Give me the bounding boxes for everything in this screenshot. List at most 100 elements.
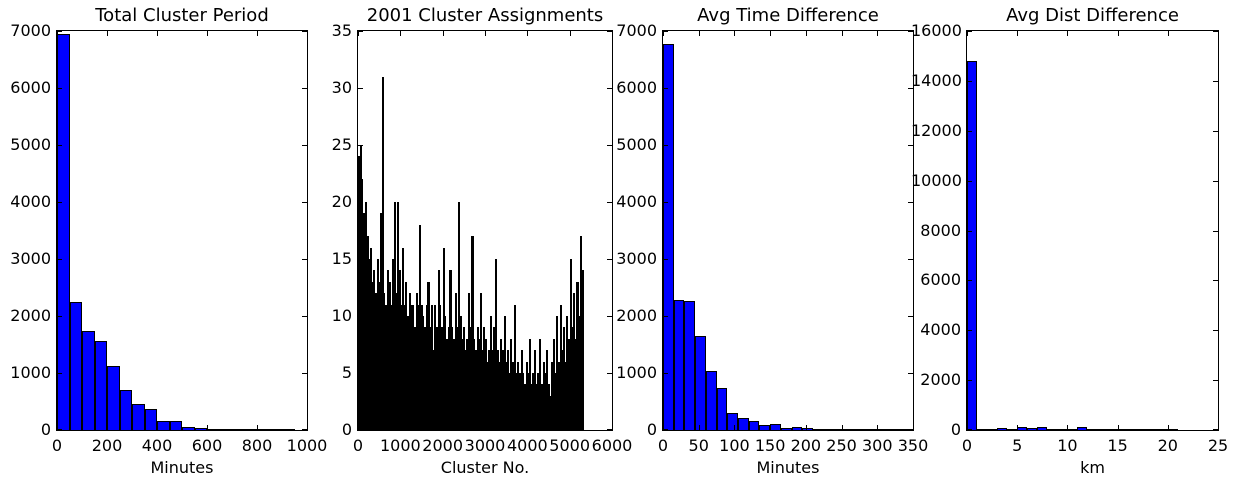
y-axis-tick [302,316,307,317]
y-axis-tick [57,145,62,146]
histogram-bar [512,361,515,430]
x-axis-tick [770,425,772,430]
histogram-bar [673,300,685,430]
x-axis-tick [1017,425,1019,430]
y-tick-label: 14000 [911,70,962,90]
x-axis-tick [913,31,914,36]
histogram-bar [579,236,582,430]
x-axis-tick [207,31,208,36]
x-axis-tick [841,31,843,36]
histogram-bar [576,281,579,430]
y-axis-tick [57,202,62,203]
x-tick-label: 200 [790,436,822,455]
histogram-bar [282,429,295,430]
y-axis-tick [57,373,62,374]
y-tick-label: 20 [331,192,352,211]
y-axis-tick [607,373,612,374]
histogram-bar [495,259,498,430]
y-axis-tick [57,259,62,260]
histogram-bar [557,361,560,430]
y-axis-tick [1213,380,1218,382]
y-axis-tick [302,429,307,430]
histogram-bar [483,327,486,430]
x-tick-label: 25 [1207,436,1229,455]
x-axis-tick [307,31,308,36]
histogram-bar [505,361,508,430]
histogram-bar [517,361,520,430]
y-axis-tick [663,88,668,89]
histogram-bar [444,316,447,430]
histogram-bar [358,156,361,430]
histogram-bar [391,259,394,430]
y-tick-label: 7000 [10,21,51,40]
plot-title: Total Cluster Period [95,5,269,26]
histogram-bar [471,236,474,430]
histogram-bar [488,350,491,430]
x-axis-tick [1218,425,1219,430]
y-tick-label: 2000 [616,306,657,325]
histogram-bar [446,338,449,430]
histogram-bar [132,403,145,430]
x-axis-tick [663,425,664,430]
y-tick-label: 0 [646,420,657,439]
histogram-bar [462,327,466,430]
x-tick-label: 0 [961,436,973,455]
histogram-bar [366,236,369,430]
histogram-bar [1167,429,1178,430]
histogram-bar [1027,427,1038,430]
histogram-bar [569,259,572,430]
subplot-avg-time-difference: Avg Time Difference Minutes 0 50 100 150 200… [616,0,928,484]
x-tick-label: 350 [897,436,929,455]
y-tick-label: 4000 [616,192,657,211]
x-axis-tick [1117,425,1119,430]
histogram-bar [562,327,565,430]
histogram-bar [527,373,530,430]
x-axis-tick [57,31,58,36]
histogram-bar [523,384,527,430]
histogram-bar [545,350,549,430]
histogram-bar [544,373,547,430]
histogram-bar [1047,429,1058,430]
y-axis-tick [1213,31,1218,32]
y-tick-label: 3000 [10,249,51,268]
histogram-bar [400,304,403,430]
x-tick-label: 50 [688,436,709,455]
histogram-bar [780,427,792,430]
y-axis-tick [358,145,363,146]
histogram-bar [1147,429,1158,430]
histogram-bar [381,76,384,430]
y-tick-label: 1000 [616,363,657,382]
x-axis-tick [612,31,613,36]
histogram-bar [684,301,696,430]
x-axis-tick [698,31,700,36]
x-tick-label: 5000 [549,436,591,455]
x-tick-label: 200 [91,436,123,455]
y-axis-tick [358,373,363,374]
histogram-bar [380,213,383,430]
plot-title: 2001 Cluster Assignments [366,5,604,26]
x-axis-tick [967,31,968,36]
plot-area [662,30,914,431]
histogram-bar [144,409,157,430]
y-axis-tick [302,202,307,203]
y-axis-tick [607,316,612,317]
histogram-bar [468,293,471,430]
histogram-bar [987,429,998,430]
histogram-bar [574,338,577,430]
x-tick-label: 0 [352,436,364,455]
histogram-bar [232,428,245,430]
x-tick-label: 10 [1057,436,1078,455]
x-axis-tick [913,425,914,430]
x-tick-label: 250 [826,436,857,455]
y-axis-tick [967,429,972,430]
subplot-total-cluster-period: Total Cluster Period Minutes 0 200 400 600 8… [10,0,327,484]
y-axis-tick [358,316,363,317]
histogram-bar [1037,427,1048,430]
x-tick-label: 0 [657,436,669,455]
histogram-bar [219,428,232,430]
histogram-bar [207,429,220,430]
histogram-bar [369,247,372,430]
y-axis-tick [358,31,363,32]
histogram-bar [407,316,410,430]
